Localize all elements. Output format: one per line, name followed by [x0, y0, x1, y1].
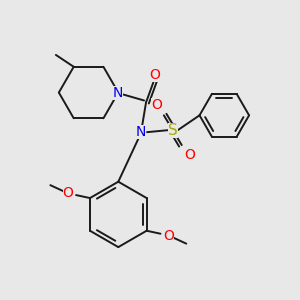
Text: O: O [149, 68, 161, 82]
Text: O: O [163, 229, 174, 243]
Text: O: O [152, 98, 162, 112]
Text: N: N [113, 85, 124, 100]
Text: S: S [168, 123, 178, 138]
Text: O: O [184, 148, 195, 162]
Text: N: N [136, 125, 146, 139]
Text: O: O [63, 186, 74, 200]
